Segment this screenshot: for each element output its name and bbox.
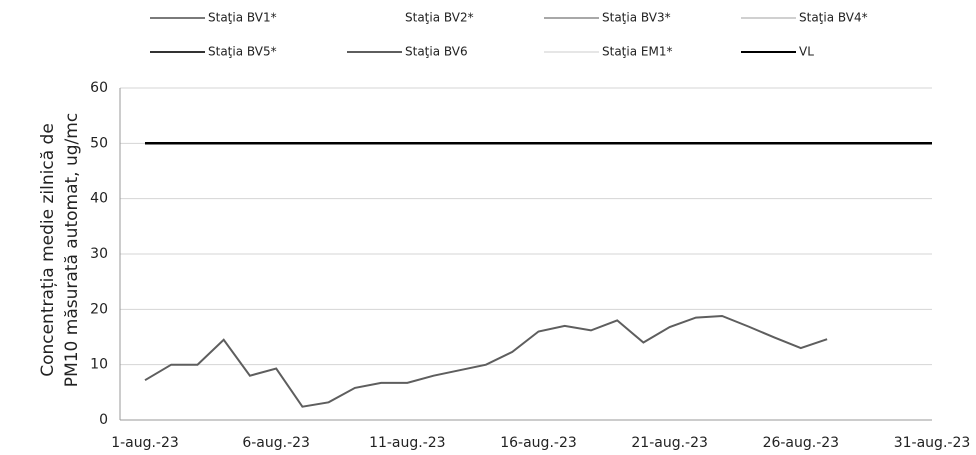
- x-tick-label: 21-aug.-23: [631, 435, 708, 451]
- y-tick-label: 20: [90, 301, 108, 317]
- y-axis-label: Concentrația medie zilnică de: [38, 123, 58, 377]
- legend-label: Staţia BV2*: [405, 11, 474, 25]
- y-tick-label: 50: [90, 135, 108, 151]
- y-tick-label: 60: [90, 80, 108, 96]
- series-line: [144, 314, 828, 408]
- x-tick-label: 31-aug.-23: [894, 435, 971, 451]
- legend-label: Staţia BV4*: [799, 11, 868, 25]
- y-tick-label: 30: [90, 246, 108, 262]
- legend-label: Staţia BV3*: [602, 11, 671, 25]
- y-axis-label: PM10 măsurată automat, ug/mc: [62, 113, 82, 387]
- x-tick-label: 1-aug.-23: [111, 435, 179, 451]
- x-tick-label: 6-aug.-23: [242, 435, 310, 451]
- legend-label: Staţia BV6: [405, 45, 468, 59]
- legend-label: Staţia EM1*: [602, 45, 672, 59]
- x-tick-label: 26-aug.-23: [763, 435, 840, 451]
- y-tick-label: 40: [90, 191, 108, 207]
- legend-label: VL: [799, 45, 814, 59]
- y-tick-label: 0: [99, 412, 108, 428]
- legend-label: Staţia BV5*: [208, 45, 277, 59]
- legend-label: Staţia BV1*: [208, 11, 277, 25]
- x-tick-label: 11-aug.-23: [369, 435, 446, 451]
- y-tick-label: 10: [90, 357, 108, 373]
- x-tick-label: 16-aug.-23: [500, 435, 577, 451]
